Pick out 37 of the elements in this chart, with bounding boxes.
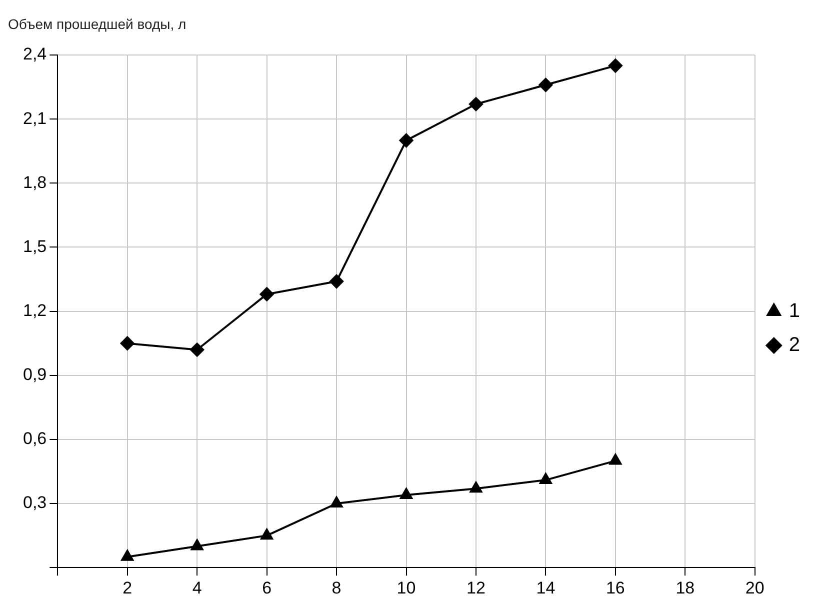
y-tick-label: 0,6 [22, 429, 47, 448]
x-tick-label: 8 [332, 578, 342, 598]
x-tick-label: 2 [122, 578, 132, 598]
point [120, 336, 134, 350]
point [330, 274, 344, 288]
point [399, 133, 414, 148]
point [609, 454, 622, 465]
y-tick-label: 1,5 [22, 236, 47, 256]
legend-label: 2 [788, 334, 800, 356]
point [608, 58, 622, 73]
point [468, 97, 483, 112]
point [400, 488, 412, 499]
x-tick-label: 16 [606, 578, 625, 598]
y-tick-label: 1,2 [22, 300, 47, 320]
y-axis-title: Объем прошедшей воды, л [8, 16, 186, 32]
point [190, 539, 204, 550]
x-tick-label: 4 [192, 578, 202, 598]
point [190, 342, 204, 357]
point [330, 496, 343, 508]
x-tick-label: 10 [396, 578, 416, 598]
point [260, 528, 273, 540]
y-tick-label: 0,9 [22, 365, 47, 384]
x-tick-label: 12 [466, 578, 486, 598]
x-tick-label: 20 [745, 578, 764, 598]
y-tick-label: 0,3 [22, 493, 47, 512]
legend-label: 1 [788, 300, 800, 322]
x-tick-label: 6 [262, 578, 272, 598]
point [538, 78, 553, 92]
y-tick-label: 2,4 [22, 44, 47, 64]
point [260, 287, 274, 302]
y-tick-label: 1,8 [22, 172, 47, 192]
point [121, 550, 134, 561]
point [540, 473, 552, 484]
x-tick-label: 18 [676, 578, 695, 598]
x-tick-label: 14 [536, 578, 556, 598]
y-tick-label: 2,1 [22, 108, 47, 128]
point [470, 482, 482, 493]
